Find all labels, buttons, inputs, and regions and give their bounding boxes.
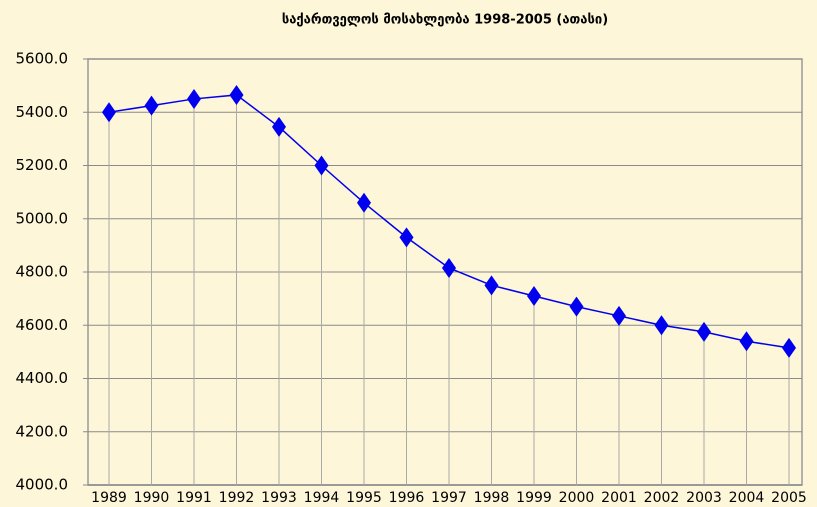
y-tick-label: 5200.0 bbox=[16, 156, 69, 174]
marker bbox=[357, 192, 371, 213]
x-tick-label: 1996 bbox=[389, 490, 425, 506]
x-tick-label: 1997 bbox=[431, 490, 467, 506]
x-tick-label: 1992 bbox=[219, 490, 255, 506]
y-tick-label: 4600.0 bbox=[16, 316, 69, 334]
y-tick-label: 5000.0 bbox=[16, 209, 69, 227]
marker bbox=[569, 296, 584, 317]
x-tick-label: 1989 bbox=[91, 490, 127, 506]
x-tick-label: 1995 bbox=[346, 490, 382, 506]
marker bbox=[399, 227, 414, 248]
marker bbox=[527, 285, 541, 306]
marker bbox=[102, 102, 116, 123]
x-tick-label: 2001 bbox=[601, 490, 637, 506]
y-tick-label: 5400.0 bbox=[16, 103, 69, 121]
marker bbox=[144, 95, 159, 116]
marker bbox=[229, 84, 244, 105]
marker bbox=[187, 88, 201, 109]
x-tick-label: 1999 bbox=[516, 490, 552, 506]
marker bbox=[484, 275, 499, 296]
x-tick-label: 1994 bbox=[304, 490, 340, 506]
y-tick-label: 4200.0 bbox=[16, 422, 69, 440]
x-tick-label: 1991 bbox=[176, 490, 212, 506]
marker bbox=[739, 331, 754, 352]
x-tick-label: 1990 bbox=[134, 490, 170, 506]
marker bbox=[272, 116, 286, 137]
chart-title: საქართველოს მოსახლეობა 1998-2005 (ათასი) bbox=[282, 13, 608, 28]
x-tick-label: 2003 bbox=[686, 490, 722, 506]
marker bbox=[314, 155, 329, 176]
x-tick-label: 2002 bbox=[644, 490, 680, 506]
y-tick-label: 5600.0 bbox=[16, 50, 69, 68]
x-tick-label: 1998 bbox=[474, 490, 510, 506]
marker bbox=[697, 321, 711, 342]
marker bbox=[442, 258, 456, 279]
marker bbox=[654, 315, 669, 336]
y-tick-label: 4000.0 bbox=[16, 476, 69, 494]
x-tick-label: 2004 bbox=[729, 490, 765, 506]
y-tick-label: 4400.0 bbox=[16, 369, 69, 387]
marker bbox=[612, 305, 626, 326]
y-tick-label: 4800.0 bbox=[16, 263, 69, 281]
x-tick-label: 2000 bbox=[559, 490, 595, 506]
marker bbox=[782, 337, 796, 358]
x-tick-label: 1993 bbox=[261, 490, 297, 506]
x-tick-label: 2005 bbox=[771, 490, 807, 506]
